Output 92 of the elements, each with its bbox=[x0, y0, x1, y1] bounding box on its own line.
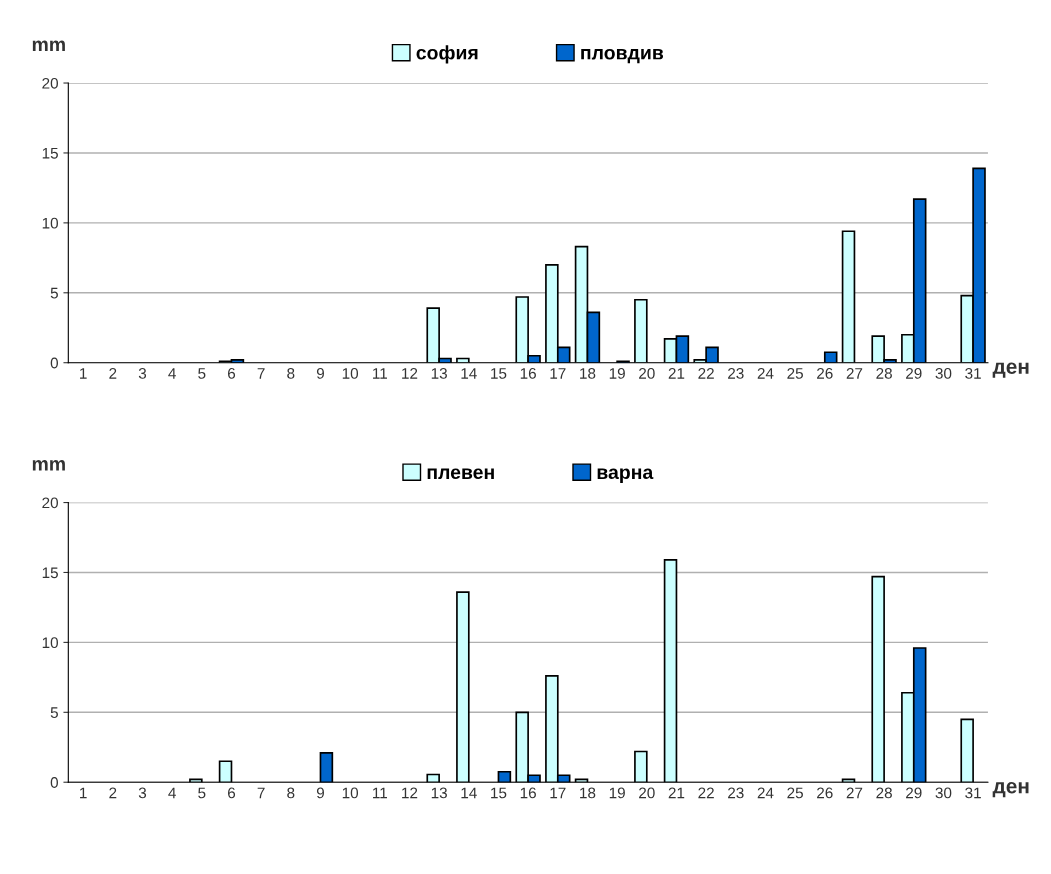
x-tick-label: 14 bbox=[461, 368, 477, 379]
x-tick-label: 30 bbox=[935, 367, 952, 379]
x-tick-label: 24 bbox=[757, 787, 774, 799]
x-tick-label: 12 bbox=[402, 367, 418, 379]
x-tick-label: 5 bbox=[198, 368, 206, 379]
x-tick-label: 26 bbox=[817, 787, 833, 799]
x-tick-label: 10 bbox=[342, 787, 359, 799]
x-tick-label: 2 bbox=[109, 367, 117, 379]
x-tick-label: 29 bbox=[906, 787, 922, 799]
x-tick-label: 20 bbox=[639, 367, 655, 379]
y-axis-title: mm bbox=[32, 460, 65, 471]
x-axis-title: ден bbox=[992, 362, 1029, 378]
x-tick-label: 9 bbox=[316, 787, 324, 799]
x-axis-title: ден bbox=[992, 782, 1029, 798]
x-tick-label: 16 bbox=[520, 367, 536, 379]
x-tick-label: 15 bbox=[491, 368, 507, 379]
x-tick-label: 22 bbox=[698, 367, 714, 379]
x-tick-label: 15 bbox=[491, 787, 507, 799]
x-tick-label: 25 bbox=[787, 787, 803, 799]
bar bbox=[841, 230, 856, 363]
x-tick-label: 26 bbox=[817, 367, 833, 379]
bar bbox=[871, 575, 885, 783]
bar bbox=[634, 298, 648, 363]
legend-label: софия bbox=[416, 45, 478, 64]
x-tick-label: 5 bbox=[198, 787, 206, 799]
x-tick-label: 3 bbox=[138, 367, 147, 379]
x-tick-label: 28 bbox=[876, 787, 892, 799]
y-tick-label: 10 bbox=[42, 637, 58, 649]
x-tick-label: 30 bbox=[935, 787, 952, 799]
x-tick-label: 13 bbox=[431, 787, 447, 799]
bar bbox=[960, 718, 974, 783]
x-tick-label: 23 bbox=[728, 787, 744, 799]
x-tick-label: 19 bbox=[609, 367, 625, 379]
x-tick-label: 6 bbox=[228, 367, 236, 379]
x-tick-label: 13 bbox=[431, 367, 447, 379]
x-tick-label: 31 bbox=[965, 787, 981, 799]
x-tick-label: 6 bbox=[228, 787, 236, 799]
x-tick-label: 8 bbox=[287, 367, 295, 379]
y-tick-label: 20 bbox=[42, 497, 58, 509]
bar bbox=[634, 750, 648, 783]
x-tick-label: 22 bbox=[698, 787, 714, 799]
x-tick-label: 24 bbox=[757, 367, 774, 379]
x-tick-label: 9 bbox=[316, 367, 324, 379]
x-tick-label: 18 bbox=[580, 787, 596, 799]
legend-label: пловдив bbox=[581, 48, 664, 64]
y-tick-label: 15 bbox=[42, 147, 58, 159]
legend-label: плевен bbox=[427, 468, 494, 480]
x-tick-label: 12 bbox=[402, 787, 418, 799]
x-tick-label: 1 bbox=[80, 787, 87, 799]
y-tick-label: 15 bbox=[42, 567, 58, 579]
x-tick-label: 23 bbox=[728, 367, 744, 379]
x-tick-label: 4 bbox=[168, 368, 176, 379]
x-tick-label: 17 bbox=[550, 787, 566, 799]
x-tick-label: 8 bbox=[287, 787, 295, 799]
x-tick-label: 3 bbox=[138, 787, 147, 799]
y-tick-label: 0 bbox=[50, 357, 58, 369]
y-axis-title: mm bbox=[32, 40, 65, 52]
x-tick-label: 29 bbox=[906, 367, 922, 379]
y-tick-label: 5 bbox=[50, 287, 58, 299]
y-tick-label: 0 bbox=[50, 777, 58, 788]
bar bbox=[823, 351, 838, 363]
y-tick-label: 20 bbox=[42, 77, 58, 89]
bar bbox=[319, 752, 334, 783]
x-tick-label: 17 bbox=[550, 368, 566, 379]
y-tick-label: 10 bbox=[42, 217, 58, 229]
x-tick-label: 25 bbox=[787, 367, 803, 379]
legend-label: варна bbox=[597, 468, 654, 483]
x-tick-label: 4 bbox=[168, 787, 176, 799]
x-tick-label: 1 bbox=[80, 368, 87, 379]
x-tick-label: 31 bbox=[965, 367, 981, 379]
x-tick-label: 11 bbox=[373, 787, 387, 799]
x-tick-label: 10 bbox=[342, 367, 359, 379]
bar bbox=[456, 591, 470, 783]
x-tick-label: 14 bbox=[461, 787, 477, 799]
x-tick-label: 11 bbox=[373, 368, 387, 379]
bar bbox=[426, 773, 440, 783]
x-tick-label: 27 bbox=[846, 787, 863, 799]
x-tick-label: 7 bbox=[257, 368, 265, 379]
x-tick-label: 7 bbox=[257, 787, 265, 799]
x-tick-label: 21 bbox=[668, 787, 685, 799]
x-tick-label: 20 bbox=[639, 787, 655, 799]
y-tick-label: 5 bbox=[50, 707, 58, 718]
x-tick-label: 18 bbox=[580, 367, 596, 379]
bar bbox=[218, 760, 233, 783]
x-tick-label: 21 bbox=[668, 367, 685, 379]
bar bbox=[497, 770, 512, 783]
x-tick-label: 2 bbox=[109, 787, 117, 799]
x-tick-label: 19 bbox=[609, 787, 625, 799]
bar bbox=[663, 559, 678, 783]
x-tick-label: 28 bbox=[876, 367, 892, 379]
x-tick-label: 27 bbox=[846, 367, 863, 379]
x-tick-label: 16 bbox=[520, 787, 536, 799]
